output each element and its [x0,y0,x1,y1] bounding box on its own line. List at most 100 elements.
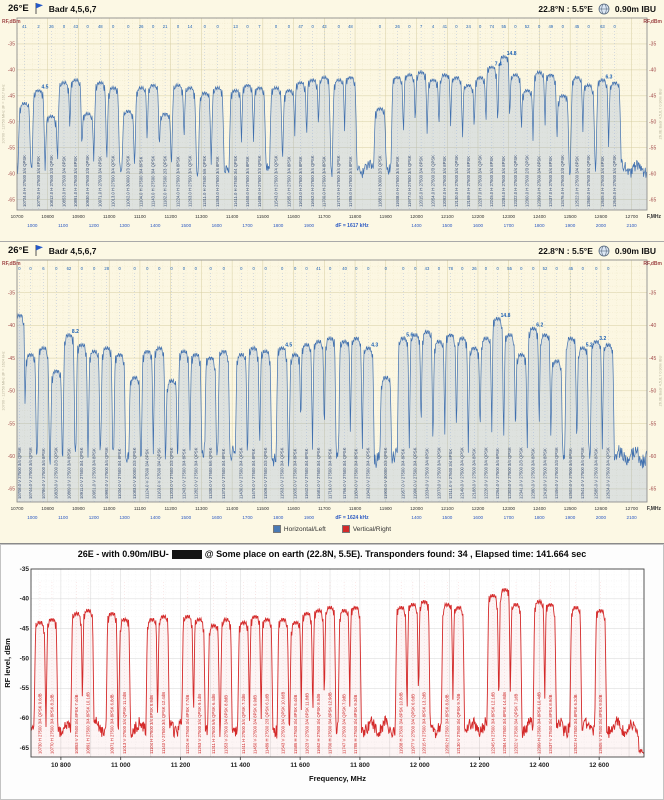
svg-text:0: 0 [240,266,243,271]
legend-item-vertical: Vertical/Right [341,525,391,533]
svg-text:-50: -50 [8,120,15,126]
svg-text:52: 52 [525,24,530,29]
svg-text:11623 V 27500 3/4 8PSK 11.8dB: 11623 V 27500 3/4 8PSK 11.8dB [304,693,309,754]
svg-text:2000: 2000 [596,223,607,228]
svg-text:49: 49 [548,24,553,29]
satellite-names-label: Badr 4,5,6,7 [48,245,97,256]
svg-text:0: 0 [311,24,314,29]
svg-text:26.0E Badr 4,5,6,7 0.90m IB: 26.0E Badr 4,5,6,7 0.90m IBU [659,88,663,139]
svg-text:10900: 10900 [72,214,85,219]
svg-text:12226.0 V 27500 3/4 QPSK: 12226.0 V 27500 3/4 QPSK [483,447,488,499]
chart-legend: Horizontal/Left Vertical/Right [0,525,664,533]
svg-text:10730 H 27500 3/4 QPSK 9.6dB: 10730 H 27500 3/4 QPSK 9.6dB [37,693,42,754]
panel-summary-chart: -35 -40 -45 -50 -55 -60 -65 10 800 11 000 11 200 1… [0,544,664,800]
svg-text:11100: 11100 [134,506,147,511]
svg-text:12437.0 H 27500 3/4 8PSK: 12437.0 H 27500 3/4 8PSK [548,156,553,207]
svg-text:11330.0 V 27500 5/6 QPSK: 11330.0 V 27500 5/6 QPSK [208,447,213,499]
svg-text:1900: 1900 [304,515,315,520]
svg-text:11543 V 27500 3/4 QPSK 10.6dB: 11543 V 27500 3/4 QPSK 10.6dB [280,691,285,754]
svg-text:12605 V 27500 3/4 8PSK 9.0dB: 12605 V 27500 3/4 8PSK 9.0dB [598,694,603,754]
svg-text:4.3: 4.3 [371,342,378,348]
svg-text:0: 0 [514,24,517,29]
svg-text:12522.0 H 27500 3/4 8PSK: 12522.0 H 27500 3/4 8PSK [574,156,579,207]
svg-text:0: 0 [246,24,249,29]
svg-text:12456.0 V 27500 2/3 QPSK: 12456.0 V 27500 2/3 QPSK [554,447,559,499]
svg-text:1600: 1600 [473,223,484,228]
svg-text:12 200: 12 200 [470,762,490,769]
svg-text:40: 40 [342,266,347,271]
svg-text:11 000: 11 000 [111,762,131,769]
svg-text:12 400: 12 400 [529,762,549,769]
svg-text:1300: 1300 [119,515,130,520]
svg-text:11804.0 V 27500 3/4 8PSK: 11804.0 V 27500 3/4 8PSK [354,448,359,499]
svg-text:43: 43 [322,24,327,29]
svg-text:-40: -40 [649,68,656,74]
svg-text:11 200: 11 200 [171,762,191,769]
svg-text:0: 0 [81,266,84,271]
svg-text:6: 6 [42,266,45,271]
svg-text:12130 V 27500 3/4 QPSK 9.7dB: 12130 V 27500 3/4 QPSK 9.7dB [456,693,461,754]
svg-text:55: 55 [507,266,512,271]
svg-text:0: 0 [414,266,417,271]
svg-text:0: 0 [118,266,121,271]
svg-text:11747.0 H 27500 3/4 QPSK: 11747.0 H 27500 3/4 QPSK [336,155,341,207]
svg-text:0: 0 [461,266,464,271]
svg-text:11585 H 27500 3/4 8PSK 5.4dB: 11585 H 27500 3/4 8PSK 5.4dB [293,695,298,754]
svg-text:12541.0 V 27500 3/4 QPSK: 12541.0 V 27500 3/4 QPSK [580,447,585,499]
svg-text:0: 0 [562,24,565,29]
svg-text:0: 0 [93,266,96,271]
spectrum-chart-vertical[interactable]: -35 -35 -40 -40 -45 -45 -50 -50 -55 -55 -60 -60 -65 -… [0,242,664,544]
svg-text:RF,dBm: RF,dBm [643,261,662,267]
svg-text:RF,dBm: RF,dBm [2,261,21,267]
svg-text:11700.0 H 27500 3/4 8PSK: 11700.0 H 27500 3/4 8PSK [322,156,327,207]
svg-text:12092 H 27500 3/4 8PSK 8.0dB: 12092 H 27500 3/4 8PSK 8.0dB [445,694,450,754]
svg-text:12341.0 V 27500 2/3 QPSK: 12341.0 V 27500 2/3 QPSK [519,447,524,499]
redacted-text-box [171,549,202,559]
svg-text:11662.0 H 27500 3/4 QPSK: 11662.0 H 27500 3/4 QPSK [310,155,315,207]
svg-text:10853 V 27500 3/4 8PSK 7.4dB: 10853 V 27500 3/4 8PSK 7.4dB [74,694,79,754]
svg-text:-45: -45 [8,356,15,362]
svg-text:12418.0 V 27500 3/4 8PSK: 12418.0 V 27500 3/4 8PSK [542,448,547,499]
svg-text:7.4: 7.4 [495,61,502,67]
svg-text:10812.0 H 27500 2/3 QPSK: 10812.0 H 27500 2/3 QPSK [49,155,54,207]
svg-text:4: 4 [432,24,435,29]
summary-title-prefix: 26E - with 0.90m/IBU- [77,549,169,559]
svg-text:47: 47 [298,24,303,29]
svg-text:11300: 11300 [195,506,208,511]
svg-text:0: 0 [29,266,32,271]
svg-text:1500: 1500 [442,223,453,228]
svg-text:10724.0 H 27500 3/4 QPSK: 10724.0 H 27500 3/4 QPSK [22,155,27,207]
svg-text:10744.0 V 27500 3/4 QPSK: 10744.0 V 27500 3/4 QPSK [28,447,33,499]
svg-text:11719.0 V 27500 3/4 8PSK: 11719.0 V 27500 3/4 8PSK [328,448,333,499]
svg-text:28: 28 [104,266,109,271]
spectrum-chart-horizontal[interactable]: -35 -35 -40 -40 -45 -45 -50 -50 -55 -55 -60 -60 -65 -… [0,0,664,242]
svg-text:11938 H 27500 3/4 8PSK 10.8dB: 11938 H 27500 3/4 8PSK 10.8dB [399,692,404,754]
svg-text:0: 0 [177,24,180,29]
svg-text:11373.0 V 27500 3/4 8PSK: 11373.0 V 27500 3/4 8PSK [221,448,226,499]
svg-text:10828.0 V 27500 2/3 QPSK: 10828.0 V 27500 2/3 QPSK [54,447,59,499]
svg-text:11353 V 27500 3/4 8PSK 8.8dB: 11353 V 27500 3/4 8PSK 8.8dB [224,695,229,754]
svg-text:-45: -45 [8,94,15,100]
svg-text:4.5: 4.5 [42,85,49,91]
legend-item-horizontal: Horizontal/Left [272,525,326,533]
svg-text:0: 0 [87,24,90,29]
svg-text:0: 0 [614,24,617,29]
svg-text:11450 V 27500 3/4 8PSK 9.9dB: 11450 V 27500 3/4 8PSK 9.9dB [253,695,258,754]
svg-text:10700: 10700 [11,214,24,219]
svg-text:11224.0 H 27500 3/4 8PSK: 11224.0 H 27500 3/4 8PSK [175,156,180,207]
svg-text:2: 2 [37,24,40,29]
flag-icon [34,244,44,257]
svg-text:1100: 1100 [58,223,68,228]
svg-text:1000: 1000 [27,515,38,520]
summary-spectrum-chart[interactable]: -35 -40 -45 -50 -55 -60 -65 10 800 11 000 11 200 1… [1,545,664,800]
svg-text:1300: 1300 [119,223,130,228]
svg-text:12322.0 H 27500 3/4 QPSK: 12322.0 H 27500 3/4 QPSK [513,155,518,207]
svg-text:-60: -60 [8,454,15,460]
svg-text:-45: -45 [649,356,656,362]
svg-text:12322 V 27500 3/4 QPSK 7.1dB: 12322 V 27500 3/4 QPSK 7.1dB [513,693,518,754]
svg-text:-65: -65 [20,745,30,752]
svg-text:0: 0 [127,24,130,29]
svg-text:1700: 1700 [242,515,253,520]
svg-text:1500: 1500 [442,515,453,520]
svg-text:12585.0 V 27500 3/4 8PSK: 12585.0 V 27500 3/4 8PSK [594,448,599,499]
